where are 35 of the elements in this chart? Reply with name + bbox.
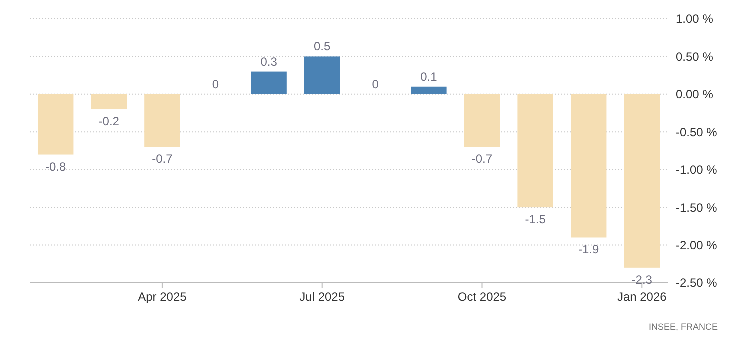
bar — [464, 94, 500, 148]
bar — [91, 94, 128, 110]
data-label: -0.2 — [98, 114, 120, 129]
bar — [251, 72, 287, 94]
y-tick-label: 1.00 % — [676, 12, 714, 26]
data-label: -0.7 — [152, 152, 174, 166]
bar — [304, 56, 340, 94]
data-label: -0.7 — [472, 152, 493, 166]
y-tick-label: -1.00 % — [676, 163, 718, 178]
y-tick-label: -0.50 % — [676, 125, 718, 140]
data-label: -1.9 — [578, 242, 600, 257]
x-tick-label: Jan 2026 — [617, 290, 668, 304]
y-tick-label: -2.50 % — [676, 276, 718, 290]
data-label: 0 — [372, 77, 380, 92]
bar — [570, 94, 607, 238]
data-label: -2.3 — [632, 272, 653, 287]
x-tick-label: Jul 2025 — [300, 290, 346, 304]
bar — [518, 94, 554, 208]
bar — [38, 94, 74, 155]
y-tick-label: 0.50 % — [676, 50, 714, 64]
data-label: 0.5 — [314, 40, 332, 54]
data-label: 0.3 — [260, 54, 278, 69]
data-label: -1.5 — [525, 212, 546, 227]
x-tick-label: Oct 2025 — [458, 290, 507, 304]
y-tick-label: -1.50 % — [676, 200, 718, 215]
y-tick-label: -2.00 % — [676, 238, 718, 252]
data-label: 0.1 — [420, 70, 438, 84]
y-tick-label: 0.00 % — [676, 88, 714, 102]
bar — [144, 94, 180, 148]
bar — [411, 86, 447, 94]
data-label: -0.8 — [46, 160, 67, 174]
data-label: 0 — [212, 77, 220, 92]
text: INSEE, FRANCE — [648, 322, 718, 332]
x-tick-label: Apr 2025 — [138, 290, 188, 304]
bar — [624, 94, 660, 268]
